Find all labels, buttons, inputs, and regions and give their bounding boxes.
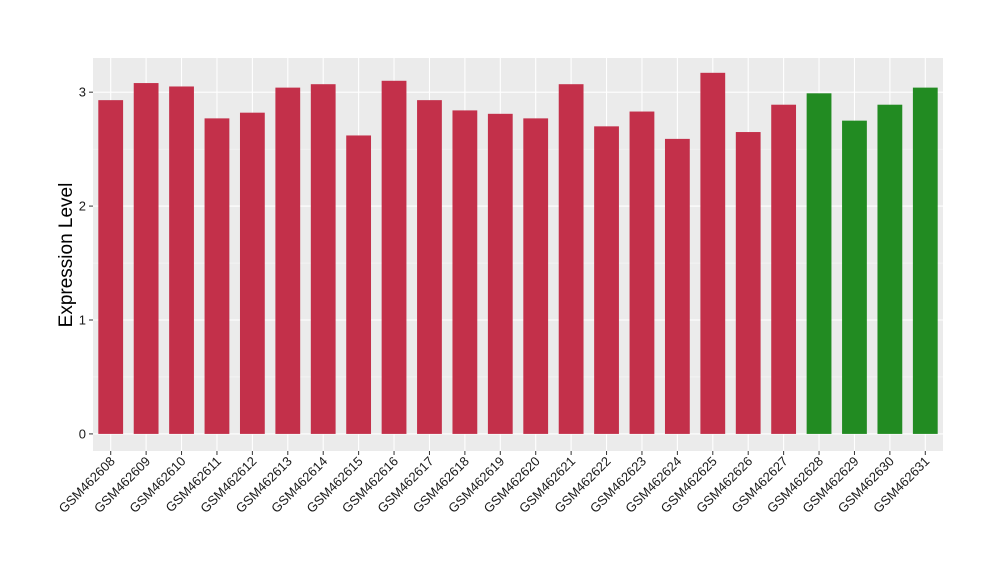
y-axis-title: Expression Level <box>56 183 77 328</box>
bar-GSM462612 <box>239 112 265 434</box>
plot-panel <box>93 58 943 451</box>
y-tick-label: 3 <box>79 85 86 100</box>
bar-GSM462610 <box>169 86 194 434</box>
y-tick-label: 0 <box>79 426 86 441</box>
bar-GSM462629 <box>842 120 867 434</box>
bar-GSM462625 <box>700 72 726 434</box>
bar-GSM462626 <box>735 132 761 434</box>
y-axis: 0 1 2 3 <box>79 85 93 441</box>
bar-GSM462611 <box>204 118 230 434</box>
bar-GSM462609 <box>133 83 159 434</box>
bar-GSM462627 <box>771 104 797 434</box>
x-axis: GSM462608GSM462609GSM462610GSM462611GSM4… <box>56 451 932 516</box>
bar-GSM462623 <box>629 111 655 434</box>
bar-GSM462624 <box>664 138 690 434</box>
bar-GSM462614 <box>310 84 336 434</box>
bar-GSM462613 <box>275 87 301 434</box>
y-tick-label: 1 <box>79 313 86 328</box>
bar-GSM462628 <box>806 93 832 434</box>
bar-GSM462617 <box>417 100 442 434</box>
bar-GSM462630 <box>877 104 903 434</box>
bar-GSM462615 <box>346 135 372 434</box>
bar-GSM462621 <box>558 84 584 434</box>
bar-GSM462608 <box>98 100 124 434</box>
y-tick-label: 2 <box>79 199 86 214</box>
bar-GSM462616 <box>381 80 407 434</box>
bar-GSM462620 <box>523 118 549 434</box>
minor-gridlines <box>93 148 943 378</box>
bars <box>98 72 938 434</box>
bar-GSM462631 <box>912 87 938 434</box>
bar-GSM462619 <box>487 113 513 434</box>
bar-GSM462618 <box>452 110 478 434</box>
bar-GSM462622 <box>594 126 619 434</box>
